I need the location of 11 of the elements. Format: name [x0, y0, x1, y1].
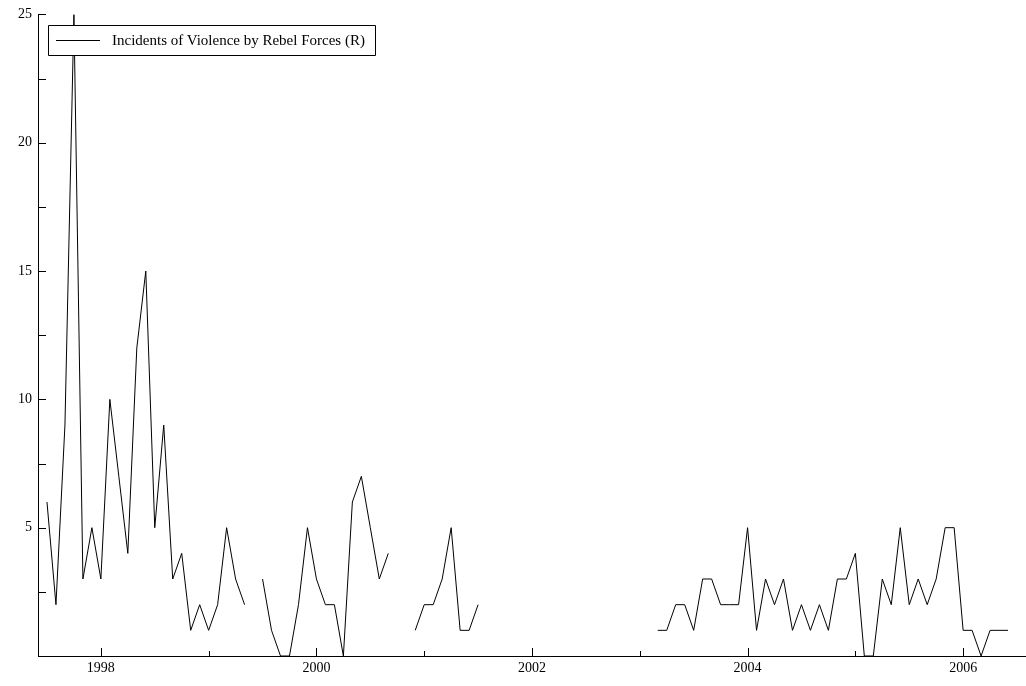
y-tick-label: 25: [18, 6, 32, 22]
x-tick-label: 2000: [302, 660, 331, 676]
x-tick-label: 2006: [949, 660, 978, 676]
y-tick-label: 15: [18, 262, 32, 278]
x-tick-label: 2002: [518, 660, 546, 676]
legend-label: Incidents of Violence by Rebel Forces (R): [112, 32, 365, 50]
x-tick-label: 2004: [733, 660, 762, 676]
y-tick-label: 10: [18, 391, 32, 407]
y-tick-label: 5: [25, 519, 32, 535]
x-tick-label: 1998: [86, 660, 115, 676]
y-tick-label: 20: [18, 134, 32, 150]
